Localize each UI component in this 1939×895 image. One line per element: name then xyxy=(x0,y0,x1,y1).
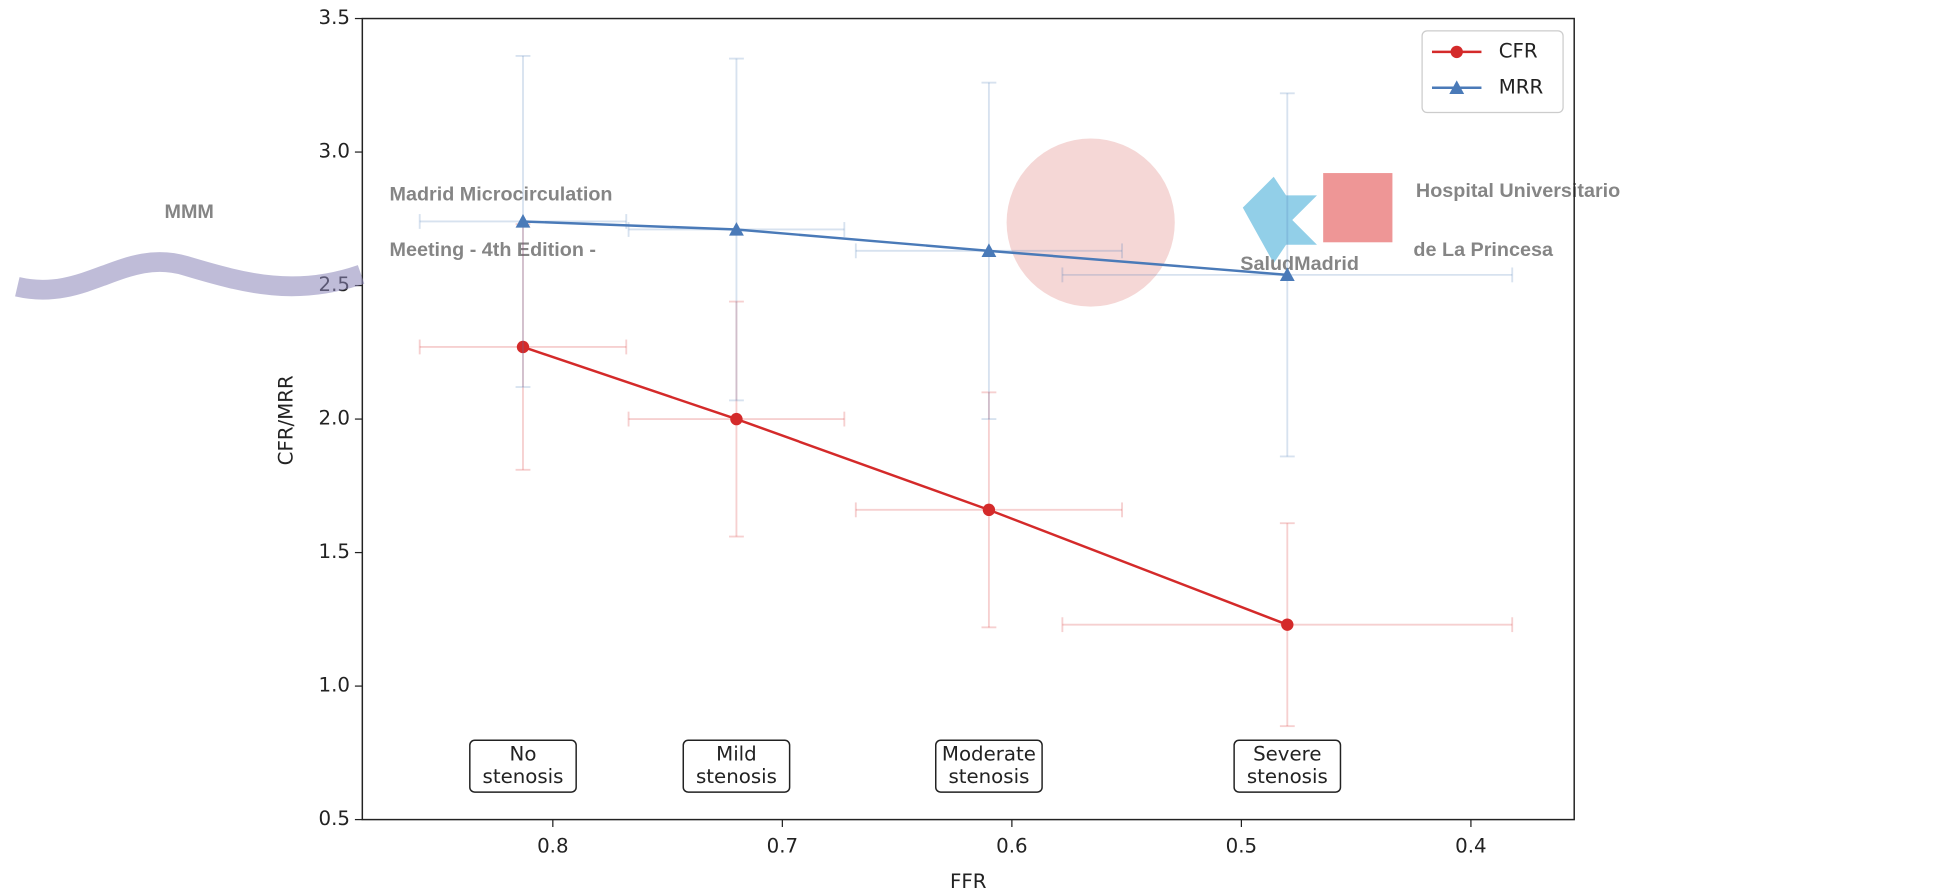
annotation-text: stenosis xyxy=(1247,765,1328,788)
hospital-name: Hospital Universitario xyxy=(1416,180,1620,202)
marker xyxy=(1281,618,1293,630)
legend-label: MRR xyxy=(1499,75,1544,98)
annotation-text: Severe xyxy=(1253,743,1321,766)
y-axis-label: CFR/MRR xyxy=(274,375,297,465)
y-tick-label: 2.0 xyxy=(319,407,350,430)
legend-box xyxy=(1422,31,1563,113)
brand-flag xyxy=(1323,173,1392,242)
watermark: MMM Madrid Microcirculation Meeting - 4th … xyxy=(17,138,1620,306)
marker xyxy=(983,504,995,516)
plot-frame xyxy=(362,19,1574,820)
legend-label: CFR xyxy=(1499,39,1538,62)
marker xyxy=(1451,46,1463,58)
chart: CFR/MRR FFR 0.51.01.52.02.53.03.50.80.70… xyxy=(0,0,1939,895)
logo-wave xyxy=(17,262,361,290)
y-tick-label: 1.5 xyxy=(319,540,350,563)
hospital-place: de La Princesa xyxy=(1413,239,1554,261)
x-tick-label: 0.4 xyxy=(1455,834,1486,857)
marker xyxy=(730,413,742,425)
annotation-text: stenosis xyxy=(948,765,1029,788)
y-tick-label: 3.0 xyxy=(319,140,350,163)
annotation-text: stenosis xyxy=(483,765,564,788)
y-tick-label: 1.0 xyxy=(319,674,350,697)
series-line xyxy=(523,347,1287,625)
event-image xyxy=(1007,138,1175,306)
x-tick-label: 0.5 xyxy=(1226,834,1257,857)
x-axis-label: FFR xyxy=(950,870,987,893)
event-subtitle: Meeting - 4th Edition - xyxy=(390,239,596,261)
event-title: Madrid Microcirculation xyxy=(390,184,613,206)
logo-left: MMM xyxy=(164,201,213,223)
annotation-text: No xyxy=(510,743,537,766)
annotation-text: Moderate xyxy=(942,743,1036,766)
annotation-text: stenosis xyxy=(696,765,777,788)
x-tick-label: 0.8 xyxy=(537,834,568,857)
page: {"chart_data": {"type": "errorbar-line",… xyxy=(0,0,1939,895)
brand-cross xyxy=(1243,177,1317,264)
annotation-text: Mild xyxy=(716,743,757,766)
y-tick-label: 3.5 xyxy=(319,6,350,29)
x-tick-label: 0.7 xyxy=(767,834,798,857)
y-tick-label: 0.5 xyxy=(319,807,350,830)
x-tick-label: 0.6 xyxy=(996,834,1027,857)
